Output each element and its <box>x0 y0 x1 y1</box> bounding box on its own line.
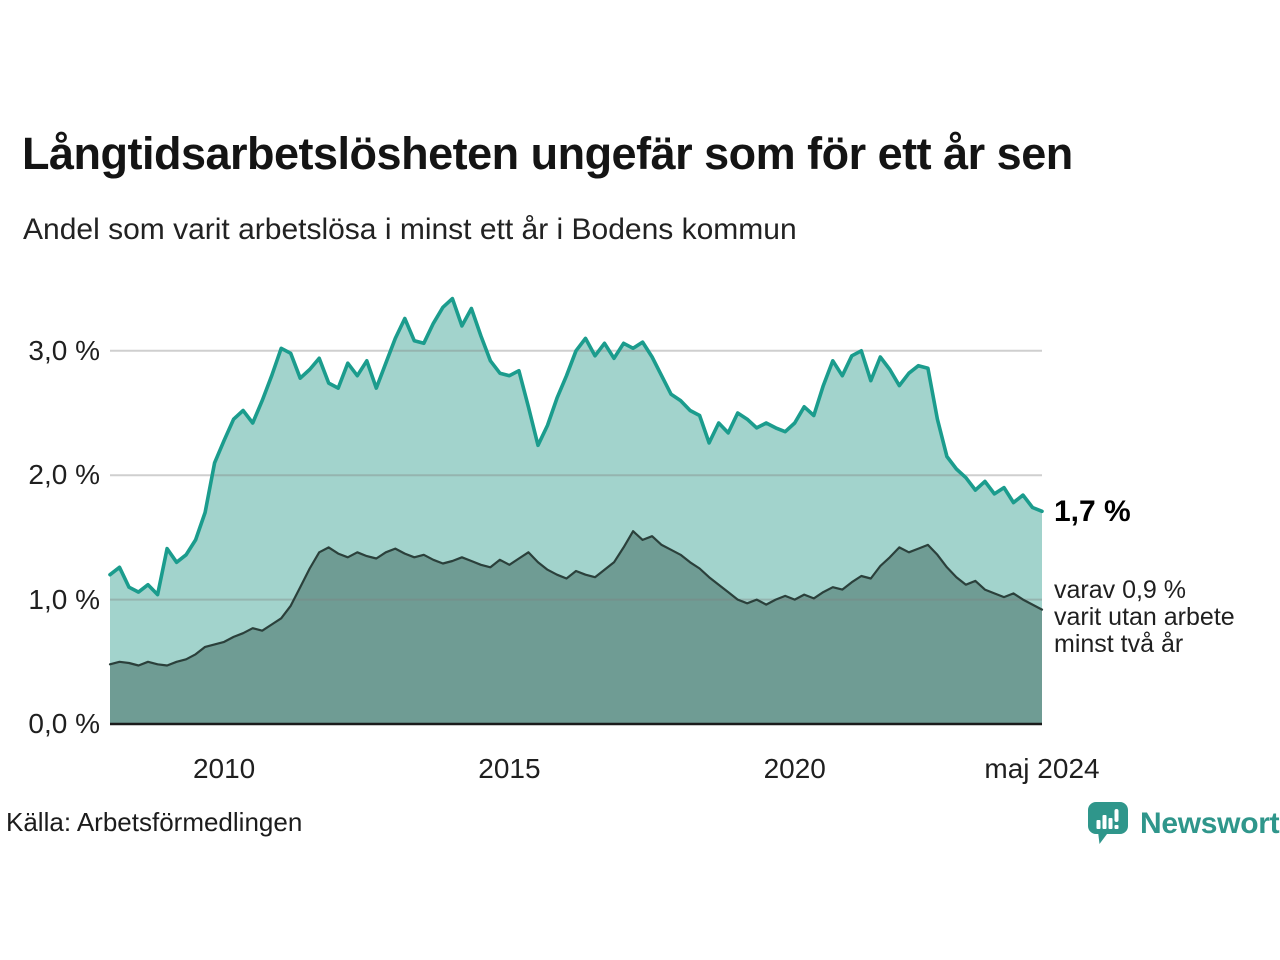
series-end-note: varav 0,9 % varit utan arbete minst två … <box>1054 577 1235 658</box>
x-axis-tick-label: maj 2024 <box>984 753 1100 784</box>
y-axis-tick-label: 2,0 % <box>28 459 100 491</box>
bar-chart-speech-bubble-icon <box>1088 802 1128 844</box>
series-end-value-label: 1,7 % <box>1054 495 1131 528</box>
chart-subtitle: Andel som varit arbetslösa i minst ett å… <box>23 213 797 246</box>
chart-title: Långtidsarbetslösheten ungefär som för e… <box>22 128 1073 179</box>
x-axis-tick-label: 2010 <box>192 753 256 784</box>
x-axis-tick-label: 2020 <box>763 753 826 784</box>
newsworthy-logo: Newsworthy <box>1086 800 1280 848</box>
end-note-line-1: varav 0,9 % <box>1054 576 1187 604</box>
x-axis-tick-label: 2015 <box>478 753 541 784</box>
y-axis-tick-label: 1,0 % <box>28 583 100 615</box>
y-axis-tick-label: 3,0 % <box>28 334 100 366</box>
end-note-line-2: varit utan arbete <box>1054 603 1235 631</box>
y-axis-tick-label: 0,0 % <box>28 708 100 739</box>
newsworthy-wordmark: Newsworthy <box>1140 807 1280 840</box>
end-note-line-3: minst två år <box>1054 630 1184 658</box>
source-credit: Källa: Arbetsförmedlingen <box>6 807 303 837</box>
